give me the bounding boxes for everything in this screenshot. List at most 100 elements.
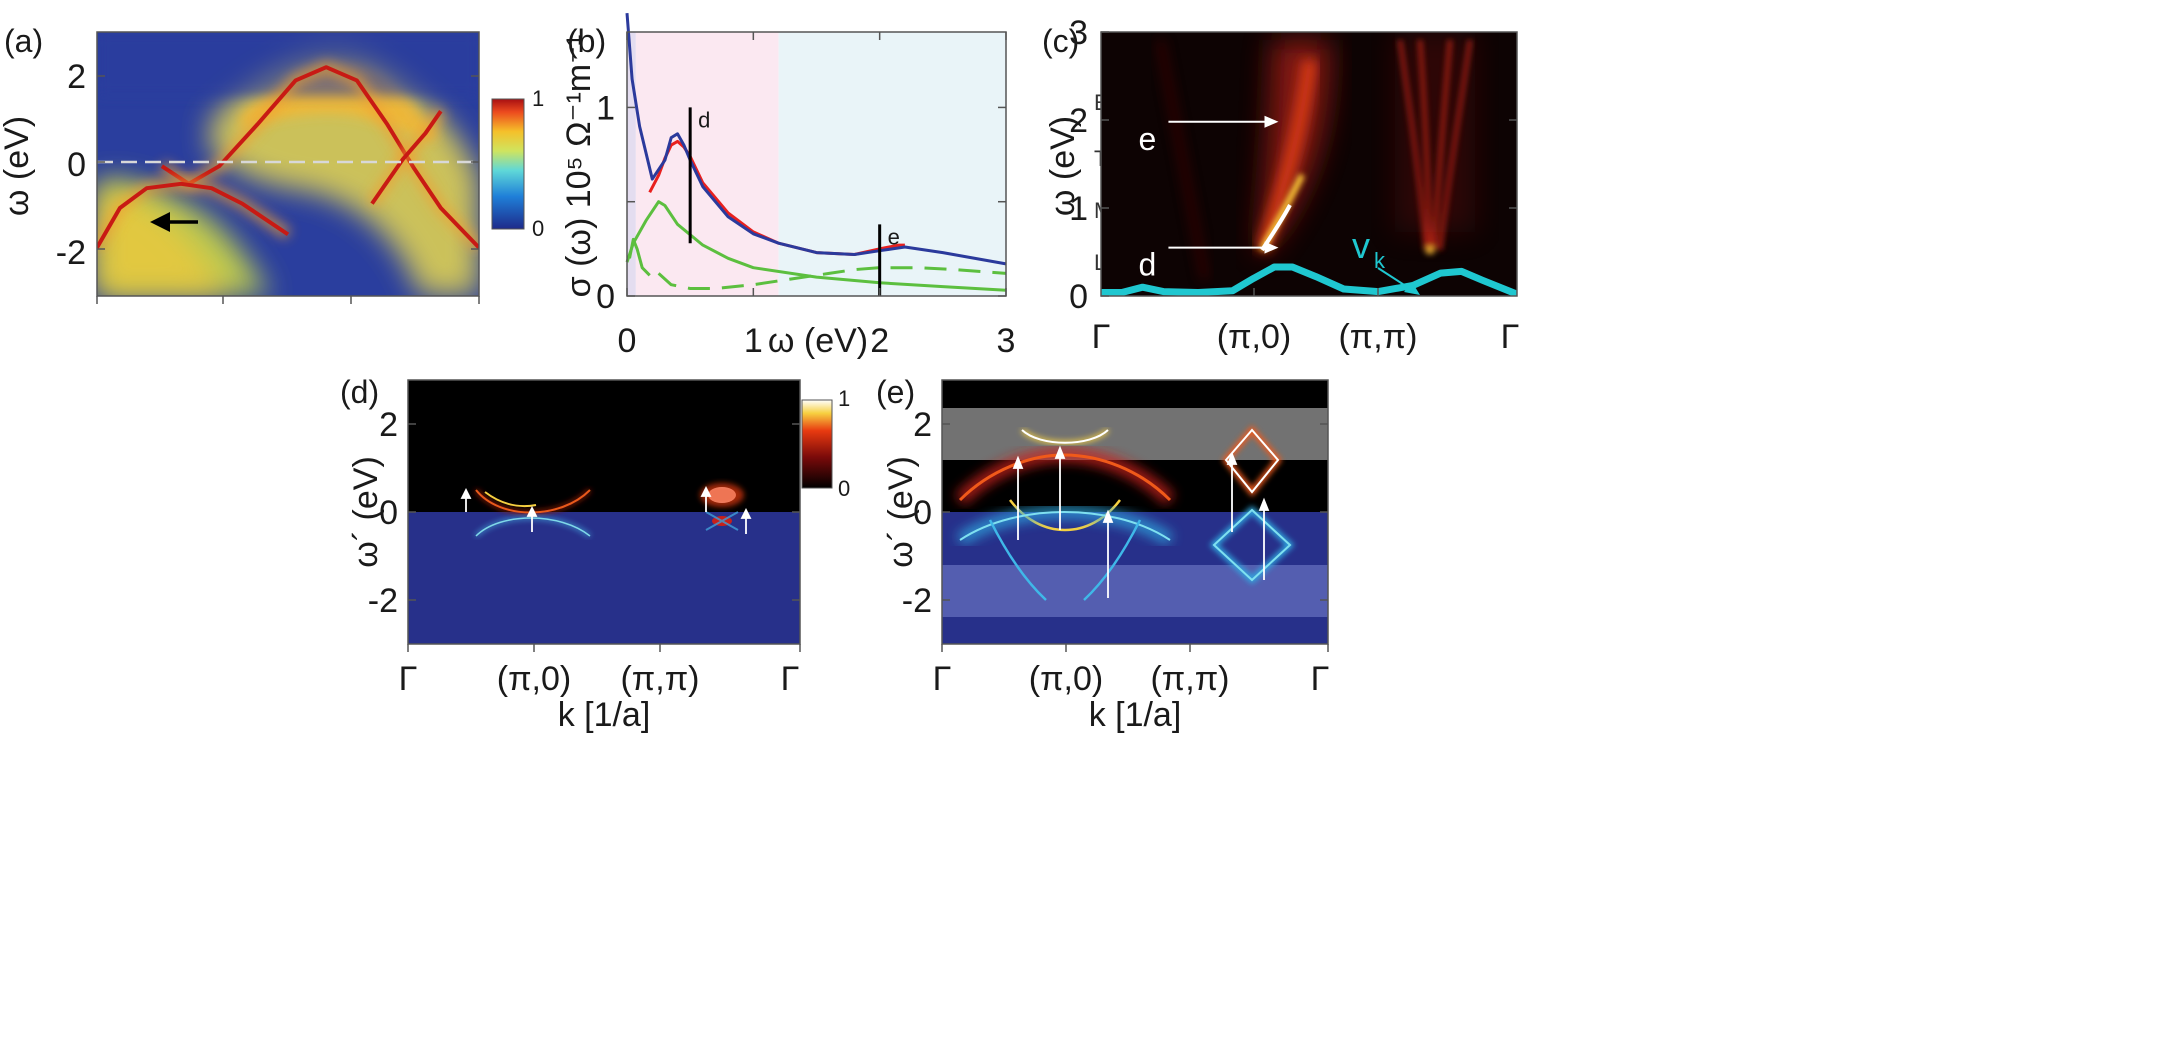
panel-b-series-lda-peak bbox=[628, 237, 651, 277]
panel-d-ticks bbox=[407, 423, 801, 652]
panel-e-heatmap bbox=[942, 380, 1328, 644]
panel-c-frame bbox=[1100, 31, 1518, 297]
panel-a-bands bbox=[97, 61, 479, 252]
panel-a-colorbar-max: 1 bbox=[532, 86, 544, 111]
panel-e-xtick-label: (π,π) bbox=[1150, 660, 1229, 698]
panel-b-markers: de bbox=[688, 107, 900, 296]
panel-a-arrow bbox=[150, 212, 198, 232]
panel-c-label: (c) bbox=[1042, 23, 1079, 59]
panel-c-vk-annotation: v k bbox=[1352, 225, 1420, 295]
panel-c-ticks bbox=[1101, 31, 1517, 297]
panel-c-vk-line bbox=[1101, 263, 1517, 296]
panel-d: 20-2 Γ (π,0) (π,π) Γ (d) ω´ (eV) k [1/a] 1 … bbox=[340, 374, 850, 734]
panel-d-ytick-labels: 2 0 -2 bbox=[368, 406, 398, 620]
panel-b-ticks bbox=[626, 32, 1007, 297]
panel-d-ytick-label: -2 bbox=[368, 582, 398, 620]
panel-c-ytick-label: 0 bbox=[1069, 278, 1088, 316]
panel-b-xtick-label: 3 bbox=[997, 322, 1016, 360]
panel-b-label: (b) bbox=[567, 23, 606, 59]
panel-b-shaded-region bbox=[635, 32, 779, 296]
panel-a-frame bbox=[96, 31, 480, 297]
panel-d-xtick-label: (π,0) bbox=[497, 660, 571, 698]
panel-c-annotation-arrowhead bbox=[1264, 241, 1279, 254]
panel-a-label: (a) bbox=[4, 23, 43, 59]
panel-c-ytick-label: 1 bbox=[1069, 190, 1088, 228]
panel-c-annotation-label: e bbox=[1138, 121, 1156, 157]
panel-d-xlabel: k [1/a] bbox=[558, 696, 651, 734]
panel-e-ytick-label: 0 bbox=[913, 494, 932, 532]
panel-a-heatmap bbox=[97, 32, 479, 296]
panel-b-ylabel: σ (ω) 10⁵ Ω⁻¹m⁻¹ bbox=[560, 35, 598, 298]
panel-e-xtick-label: Γ bbox=[933, 660, 952, 698]
panel-c-ytick-label: 2 bbox=[1069, 102, 1088, 140]
panel-d-xtick-label: Γ bbox=[399, 660, 418, 698]
panel-b-series-lda- bbox=[657, 266, 1007, 290]
panel-b-shaded-regions bbox=[627, 32, 1006, 296]
panel-e-ytick-labels: 2 0 -2 bbox=[902, 406, 932, 620]
panel-d-ytick-label: 2 bbox=[379, 406, 398, 444]
panel-b-ytick-label: 1 bbox=[596, 89, 615, 127]
panel-d-lower-region bbox=[408, 512, 800, 644]
panel-d-ylabel: ω´ (eV) bbox=[347, 456, 385, 568]
panel-b-xtick-label: 2 bbox=[870, 322, 889, 360]
panel-c-xtick-label: Γ bbox=[1501, 318, 1520, 356]
panel-e-ytick-label: -2 bbox=[902, 582, 932, 620]
panel-c-annotation-label: d bbox=[1138, 247, 1156, 283]
panel-b-marker-label: e bbox=[888, 224, 900, 249]
panel-a-band-upper bbox=[160, 65, 479, 249]
panel-e-label: (e) bbox=[876, 374, 915, 410]
panel-c-vk-subscript: k bbox=[1374, 248, 1386, 273]
panel-a-colorbar bbox=[491, 98, 525, 230]
panel-b-ytick-label: 0 bbox=[596, 278, 615, 316]
panel-a-band-cross bbox=[370, 110, 443, 205]
panel-d-label: (d) bbox=[340, 374, 379, 410]
panel-a-band-lower bbox=[97, 181, 290, 249]
panel-c-xtick-labels: Γ (π,0) (π,π) Γ bbox=[1092, 318, 1520, 356]
panel-b-xtick-label: 0 bbox=[618, 322, 637, 360]
panel-c-ytick-label: 3 bbox=[1069, 14, 1088, 52]
panel-e-arrows bbox=[1012, 445, 1270, 598]
panel-d-colorbar-min: 0 bbox=[838, 476, 850, 501]
panel-e-xtick-label: Γ bbox=[1311, 660, 1330, 698]
panel-e-ylabel: ω´ (eV) bbox=[882, 456, 920, 568]
panel-b-xtick-label: 1 bbox=[744, 322, 763, 360]
panel-c-vk-label: v bbox=[1352, 225, 1370, 266]
panel-d-colorbar bbox=[801, 399, 833, 489]
panel-e-ticks bbox=[941, 423, 1329, 652]
panel-d-colorbar-max: 1 bbox=[838, 386, 850, 411]
panel-c-vk-curve bbox=[1101, 263, 1517, 296]
panel-e-xlabel: k [1/a] bbox=[1089, 696, 1182, 734]
panel-c-xtick-label: (π,0) bbox=[1217, 318, 1291, 356]
panel-c-annotation-arrowhead bbox=[1264, 115, 1279, 128]
panel-a-ylabel: ω (eV) bbox=[0, 116, 36, 216]
panel-a-ticks bbox=[96, 75, 480, 304]
panel-a-ytick-label: -2 bbox=[56, 234, 86, 272]
panel-d-arrows bbox=[460, 485, 752, 534]
panel-e-ytick-label: 2 bbox=[913, 406, 932, 444]
panel-d-heatmap bbox=[408, 380, 800, 644]
panel-c-xtick-label: (π,π) bbox=[1338, 318, 1417, 356]
panel-d-ytick-label: 0 bbox=[379, 494, 398, 532]
panel-a-ytick-label: 2 bbox=[67, 58, 86, 96]
panel-b-xlabel: ω (eV) bbox=[768, 322, 868, 360]
panel-c-xtick-label: Γ bbox=[1092, 318, 1111, 356]
panel-e-xtick-label: (π,0) bbox=[1029, 660, 1103, 698]
panel-d-xtick-labels: Γ (π,0) (π,π) Γ bbox=[399, 660, 800, 698]
panel-c-ytick-labels: 0 1 2 3 bbox=[1069, 14, 1088, 316]
panel-c: 0 1 2 3 Γ (π,0) (π,π) Γ (c) ω (eV) e d v k bbox=[1042, 14, 1519, 356]
panel-b-shaded-region bbox=[627, 32, 636, 296]
panel-b-xtick-labels: 0 1 2 3 bbox=[618, 322, 1016, 360]
panel-d-xtick-label: (π,π) bbox=[620, 660, 699, 698]
panel-d-xtick-label: Γ bbox=[781, 660, 800, 698]
panel-c-ylabel: ω (eV) bbox=[1044, 116, 1082, 216]
panel-c-heatmap bbox=[1101, 32, 1517, 296]
panel-b-marker-label: d bbox=[698, 107, 710, 132]
panel-a: 2 0 -2 (a) ω (eV) 1 0 bbox=[0, 23, 544, 304]
panel-b-ytick-labels: 01 bbox=[596, 89, 615, 316]
panel-a-colorbar-min: 0 bbox=[532, 216, 544, 241]
panel-e-xtick-labels: Γ (π,0) (π,π) Γ bbox=[933, 660, 1330, 698]
panel-e: 2 0 -2 Γ (π,0) (π,π) Γ (e) ω´ (eV) k [1/a] bbox=[876, 374, 1329, 734]
panel-b-frame bbox=[626, 31, 1007, 297]
panel-a-ytick-labels: 2 0 -2 bbox=[56, 58, 86, 272]
